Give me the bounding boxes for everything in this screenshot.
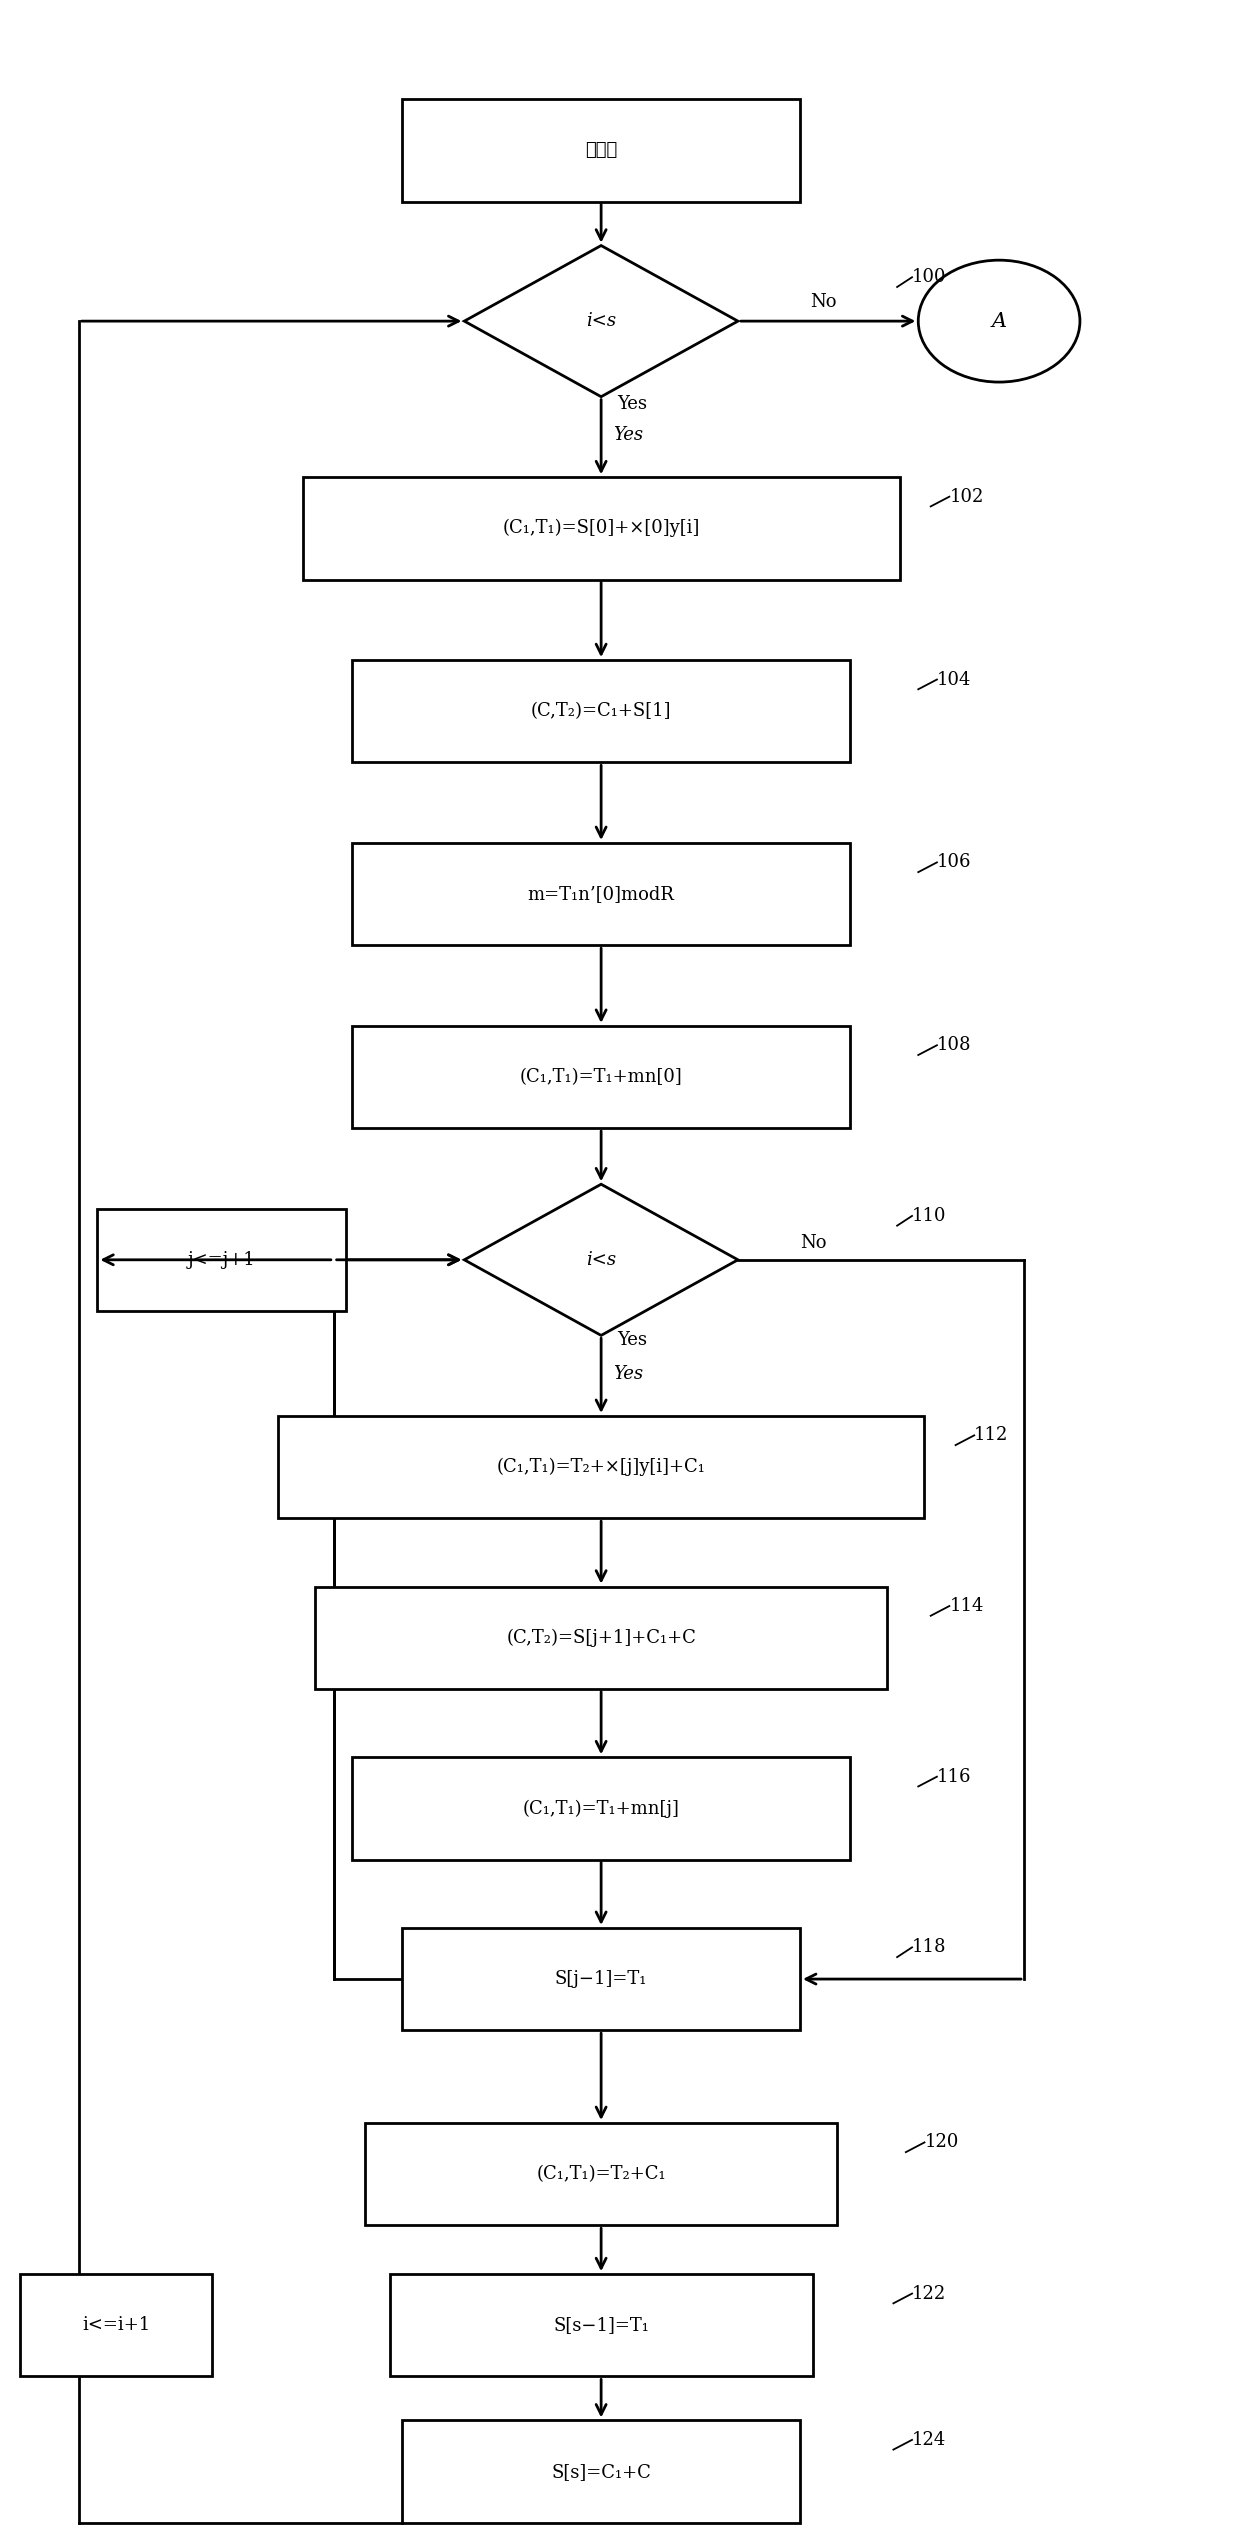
FancyBboxPatch shape xyxy=(352,842,850,946)
Text: i<=i+1: i<=i+1 xyxy=(81,2315,150,2335)
FancyBboxPatch shape xyxy=(389,2274,813,2376)
FancyBboxPatch shape xyxy=(352,1758,850,1860)
Ellipse shape xyxy=(918,259,1080,382)
FancyBboxPatch shape xyxy=(364,2122,838,2226)
Text: (C₁,T₁)=T₂+×[j]y[i]+C₁: (C₁,T₁)=T₂+×[j]y[i]+C₁ xyxy=(497,1458,706,1476)
Text: 122: 122 xyxy=(911,2285,947,2302)
Text: 124: 124 xyxy=(911,2432,947,2450)
Text: S[s−1]=T₁: S[s−1]=T₁ xyxy=(553,2315,649,2335)
FancyBboxPatch shape xyxy=(20,2274,213,2376)
Text: No: No xyxy=(810,293,836,310)
Text: (C₁,T₁)=S[0]+×[0]y[i]: (C₁,T₁)=S[0]+×[0]y[i] xyxy=(502,519,700,537)
Text: (C,T₂)=S[j+1]+C₁+C: (C,T₂)=S[j+1]+C₁+C xyxy=(506,1628,696,1646)
Text: No: No xyxy=(800,1234,826,1252)
Text: 100: 100 xyxy=(911,267,947,287)
Text: 104: 104 xyxy=(936,672,972,689)
Text: S[s]=C₁+C: S[s]=C₁+C xyxy=(551,2463,651,2480)
Polygon shape xyxy=(464,247,737,397)
Text: 112: 112 xyxy=(974,1427,1009,1445)
Polygon shape xyxy=(464,1183,737,1336)
FancyBboxPatch shape xyxy=(278,1417,924,1519)
FancyBboxPatch shape xyxy=(316,1587,888,1689)
FancyBboxPatch shape xyxy=(352,659,850,763)
FancyBboxPatch shape xyxy=(402,2419,800,2524)
Text: j<=j+1: j<=j+1 xyxy=(188,1252,255,1269)
Text: 赋初值: 赋初值 xyxy=(585,142,617,160)
Text: (C₁,T₁)=T₁+mn[j]: (C₁,T₁)=T₁+mn[j] xyxy=(522,1799,680,1816)
FancyBboxPatch shape xyxy=(402,99,800,201)
Text: (C₁,T₁)=T₂+C₁: (C₁,T₁)=T₂+C₁ xyxy=(536,2165,666,2183)
Text: (C,T₂)=C₁+S[1]: (C,T₂)=C₁+S[1] xyxy=(531,702,671,720)
Text: Yes: Yes xyxy=(613,1364,644,1381)
Text: S[j−1]=T₁: S[j−1]=T₁ xyxy=(555,1969,647,1987)
FancyBboxPatch shape xyxy=(303,478,900,580)
FancyBboxPatch shape xyxy=(98,1208,346,1310)
Text: 116: 116 xyxy=(936,1768,972,1786)
Text: 106: 106 xyxy=(936,852,972,873)
Text: 102: 102 xyxy=(949,488,984,506)
Text: i<s: i<s xyxy=(586,313,616,331)
Text: Yes: Yes xyxy=(617,394,647,412)
Text: 110: 110 xyxy=(911,1206,947,1224)
Text: 120: 120 xyxy=(924,2134,959,2152)
Text: Yes: Yes xyxy=(617,1331,647,1348)
Text: A: A xyxy=(992,310,1007,331)
Text: m=T₁n’[0]modR: m=T₁n’[0]modR xyxy=(527,885,675,903)
Text: 108: 108 xyxy=(936,1035,972,1053)
Text: i<s: i<s xyxy=(586,1252,616,1269)
FancyBboxPatch shape xyxy=(402,1928,800,2030)
Text: 118: 118 xyxy=(911,1939,947,1956)
Text: 114: 114 xyxy=(949,1598,984,1615)
Text: (C₁,T₁)=T₁+mn[0]: (C₁,T₁)=T₁+mn[0] xyxy=(520,1068,682,1086)
FancyBboxPatch shape xyxy=(352,1025,850,1127)
Text: Yes: Yes xyxy=(613,425,644,445)
